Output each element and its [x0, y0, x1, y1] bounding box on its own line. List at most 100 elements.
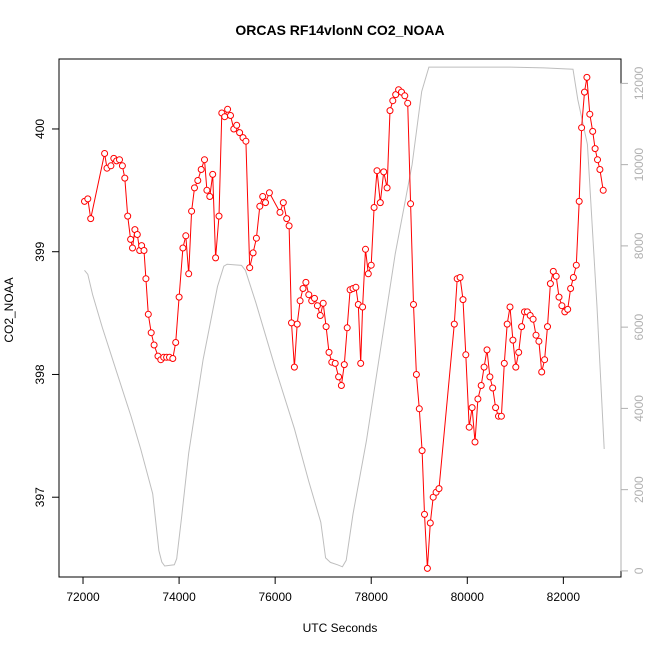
- y2-tick-label: 2000: [632, 476, 646, 503]
- co2-point: [367, 261, 375, 269]
- co2-point: [581, 88, 588, 96]
- y2-tick-label: 10000: [632, 148, 646, 182]
- co2-point: [299, 285, 307, 292]
- co2-point: [246, 264, 254, 272]
- co2-point: [426, 519, 434, 527]
- co2-point: [359, 303, 367, 311]
- co2-point: [133, 231, 141, 238]
- co2-point: [407, 200, 415, 208]
- y-tick-label: 400: [33, 119, 47, 139]
- co2-point: [535, 337, 543, 345]
- co2-point: [389, 97, 397, 105]
- co2-point: [221, 113, 229, 121]
- co2-point: [144, 310, 152, 318]
- co2-point: [249, 249, 257, 257]
- co2-point: [290, 363, 298, 371]
- co2-point: [343, 324, 351, 332]
- co2-point: [182, 232, 190, 240]
- co2-point: [500, 359, 508, 367]
- co2-point: [335, 373, 343, 381]
- co2-point: [512, 363, 520, 371]
- co2-point: [538, 368, 546, 376]
- co2-point: [340, 361, 348, 369]
- co2-point: [262, 199, 269, 207]
- co2-point: [259, 193, 267, 200]
- co2-point: [283, 215, 291, 223]
- co2-point: [322, 323, 330, 331]
- co2-point: [233, 121, 241, 129]
- x-tick-label: 76000: [258, 590, 292, 604]
- co2-point: [529, 315, 537, 323]
- axes: 72000 74000 76000 78000 80000 820003973983994…: [33, 66, 646, 604]
- co2-point: [518, 323, 526, 331]
- co2-point: [331, 359, 339, 367]
- co2-point: [477, 382, 485, 389]
- co2-point: [116, 156, 123, 164]
- co2-point: [147, 329, 155, 337]
- co2-point: [594, 156, 601, 164]
- co2-point: [276, 208, 284, 216]
- co2-point: [242, 137, 250, 145]
- co2-point: [224, 105, 232, 113]
- co2-point: [206, 193, 214, 200]
- co2-point: [212, 254, 220, 262]
- altitude-series: [84, 66, 605, 568]
- co2-point: [480, 363, 488, 371]
- co2-point: [586, 110, 594, 118]
- co2-point: [380, 168, 388, 176]
- x-tick-label: 78000: [355, 590, 389, 604]
- co2-point: [191, 184, 198, 192]
- y2-tick-label: 0: [632, 567, 646, 574]
- co2-point: [169, 355, 177, 362]
- co2-point: [401, 92, 409, 100]
- co2-point: [121, 174, 129, 182]
- co2-point: [325, 348, 333, 356]
- co2-point: [474, 395, 482, 403]
- y-axis-label: CO2_NOAA: [2, 277, 16, 342]
- co2-point: [509, 336, 517, 344]
- y2-tick-label: 6000: [632, 313, 646, 340]
- co2-point: [288, 319, 295, 327]
- co2-point: [503, 320, 511, 328]
- co2-point: [564, 305, 572, 313]
- co2-point: [209, 170, 217, 178]
- co2-point: [471, 438, 479, 446]
- co2-point: [319, 299, 327, 307]
- x-axis-label: UTC Seconds: [303, 621, 378, 635]
- co2-point: [578, 124, 586, 132]
- co2-point: [575, 197, 583, 205]
- co2-point: [101, 150, 109, 157]
- x-tick-label: 80000: [451, 590, 485, 604]
- y2-tick-label: 12000: [632, 66, 646, 100]
- co2-point: [569, 274, 577, 281]
- y2-tick-label: 4000: [632, 395, 646, 422]
- co2-point: [459, 296, 467, 304]
- co2-point: [486, 373, 494, 381]
- x-tick-label: 82000: [547, 590, 581, 604]
- co2-point: [175, 293, 183, 301]
- co2-point: [497, 412, 505, 420]
- x-tick-label: 72000: [66, 590, 100, 604]
- co2-point: [418, 447, 426, 455]
- co2-point: [462, 351, 470, 359]
- co2-point: [127, 235, 135, 243]
- co2-point: [203, 186, 211, 194]
- co2-point: [311, 294, 318, 302]
- y-tick-label: 399: [33, 241, 47, 261]
- co2-point: [227, 112, 234, 119]
- co2-point: [552, 272, 560, 280]
- co2-point: [364, 270, 372, 278]
- co2-point: [383, 184, 391, 192]
- co2-point: [84, 195, 92, 203]
- co2-point: [256, 202, 264, 210]
- co2-point: [410, 301, 417, 308]
- co2-point: [296, 297, 304, 305]
- co2-point: [546, 280, 554, 288]
- co2-point: [129, 244, 136, 252]
- co2-point: [313, 302, 321, 310]
- co2-point: [532, 331, 540, 339]
- altitude-line: [84, 66, 605, 568]
- y2-tick-label: 8000: [632, 232, 646, 259]
- co2-point: [362, 245, 369, 253]
